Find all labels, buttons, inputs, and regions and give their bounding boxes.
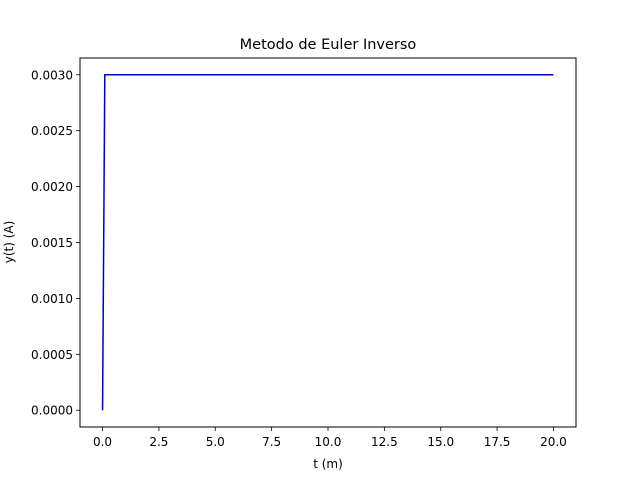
series-line-0 (101, 74, 554, 411)
x-tick-label: 5.0 (206, 435, 225, 449)
y-axis: 0.0000 0.0005 0.0010 0.0015 0.0020 0.0025 0.00… (31, 68, 80, 418)
x-tick-label: 2.5 (149, 435, 168, 449)
y-tick-label: 0.0030 (31, 68, 73, 82)
x-tick-label: 12.5 (371, 435, 398, 449)
y-axis-label: y(t) (A) (2, 221, 16, 264)
chart-title: Metodo de Euler Inverso (240, 37, 417, 53)
x-tick-label: 7.5 (262, 435, 281, 449)
y-tick-label: 0.0015 (31, 236, 73, 250)
y-tick-label: 0.0010 (31, 292, 73, 306)
x-tick-label: 10.0 (315, 435, 342, 449)
x-tick-label: 17.5 (484, 435, 511, 449)
y-tick-label: 0.0005 (31, 348, 73, 362)
y-tick-label: 0.0000 (31, 404, 73, 418)
y-tick-label: 0.0025 (31, 124, 73, 138)
x-tick-label: 15.0 (427, 435, 454, 449)
y-tick-label: 0.0020 (31, 180, 73, 194)
x-tick-label: 0.0 (93, 435, 112, 449)
series-layer (101, 74, 554, 411)
x-axis: 0.0 2.5 5.0 7.5 10.0 12.5 15.0 17.5 20.0 (93, 427, 567, 449)
x-tick-label: 20.0 (540, 435, 567, 449)
x-axis-label: t (m) (313, 457, 343, 471)
